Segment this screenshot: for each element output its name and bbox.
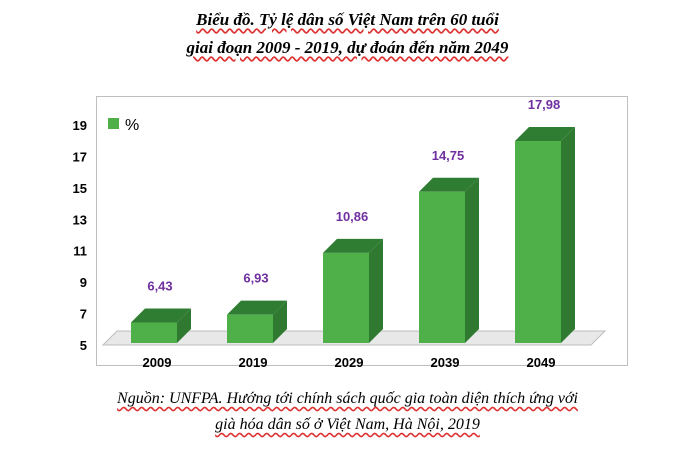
- x-tick-label: 2029: [335, 355, 364, 370]
- x-tick-label: 2049: [527, 355, 556, 370]
- bar-top: [227, 300, 287, 315]
- bar-top: [515, 127, 575, 142]
- bar-top: [419, 177, 479, 192]
- bar-side: [465, 177, 479, 343]
- bar-side: [369, 238, 383, 343]
- x-tick-label: 2019: [239, 355, 268, 370]
- value-label: 14,75: [432, 148, 465, 163]
- legend-swatch: [108, 118, 119, 129]
- bar: [131, 322, 177, 343]
- x-tick-label: 2009: [143, 355, 172, 370]
- y-tick-label: 11: [73, 244, 87, 259]
- bar-top: [131, 308, 191, 323]
- source-line-1: Nguồn: UNFPA. Hướng tới chính sách quốc …: [117, 390, 578, 407]
- y-tick-label: 13: [73, 212, 87, 227]
- value-label: 6,93: [243, 271, 268, 286]
- y-tick-label: 15: [73, 181, 87, 196]
- y-tick-label: 5: [80, 338, 87, 353]
- bar: [323, 252, 369, 343]
- source-line-2: già hóa dân số ở Việt Nam, Hà Nội, 2019: [215, 416, 480, 433]
- bar: [227, 314, 273, 343]
- chart-title-line-1: Biểu đồ. Tỷ lệ dân số Việt Nam trên 60 t…: [196, 10, 499, 29]
- bar-side: [561, 127, 575, 344]
- y-tick-label: 17: [73, 149, 87, 164]
- bar: [515, 141, 561, 343]
- bar: [419, 191, 465, 343]
- bar-top: [323, 238, 383, 253]
- value-label: 17,98: [528, 97, 561, 112]
- y-tick-label: 19: [73, 118, 87, 133]
- bar-side: [273, 300, 287, 343]
- x-tick-label: 2039: [431, 355, 460, 370]
- y-tick-label: 9: [80, 275, 87, 290]
- value-label: 10,86: [336, 209, 369, 224]
- y-tick-label: 7: [80, 307, 87, 322]
- chart-title-line-2: giai đoạn 2009 - 2019, dự đoán đến năm 2…: [186, 38, 509, 57]
- bar-side: [177, 308, 191, 343]
- value-label: 6,43: [147, 279, 172, 294]
- legend-label: %: [125, 117, 139, 134]
